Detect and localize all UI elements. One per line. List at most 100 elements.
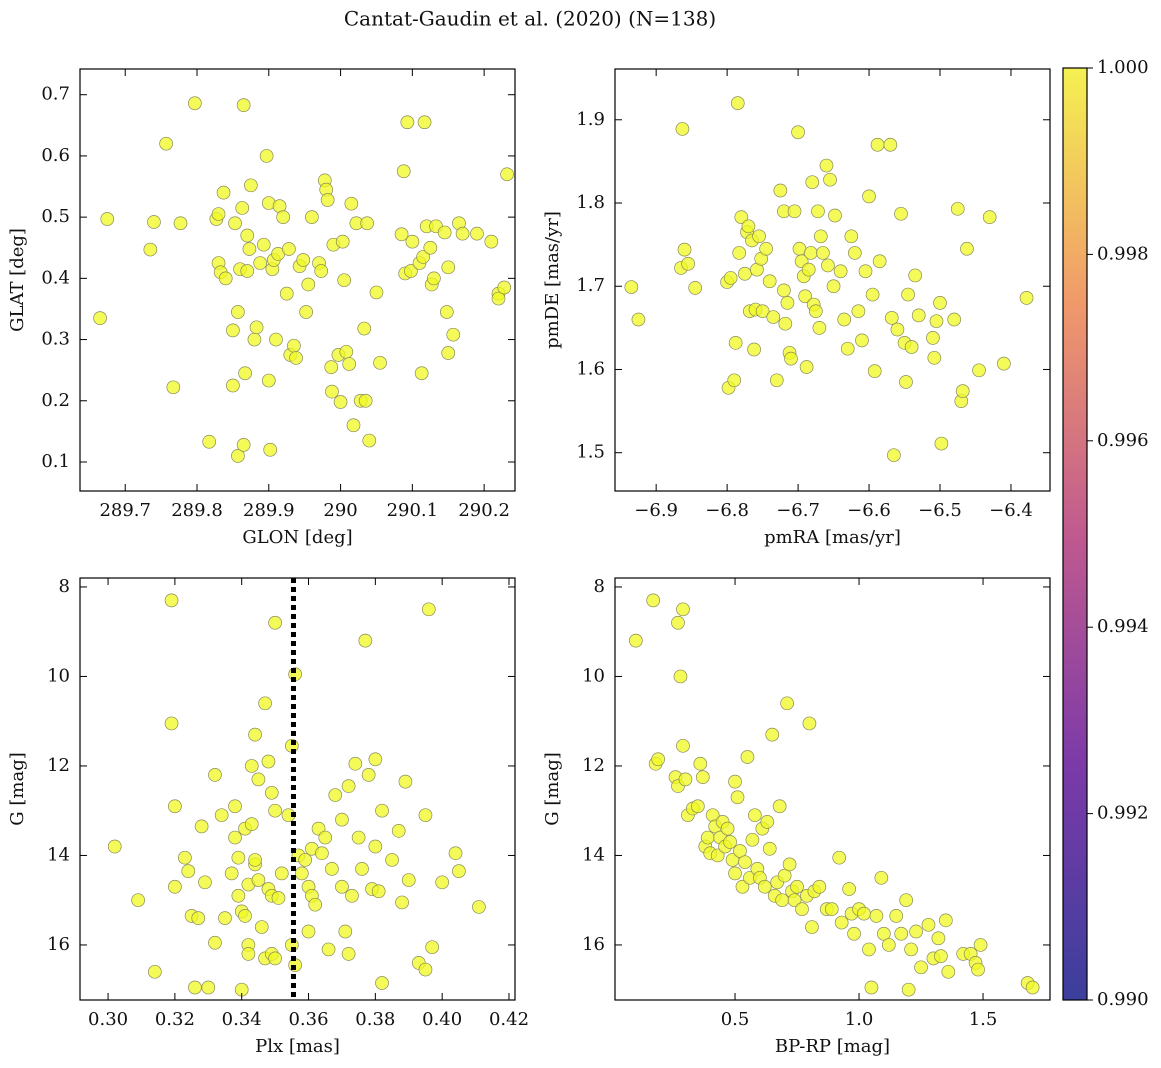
point — [894, 926, 909, 941]
point — [147, 964, 162, 979]
x-tick-label: −6.4 — [989, 500, 1033, 521]
point — [901, 982, 916, 997]
point — [772, 799, 787, 814]
point — [811, 204, 825, 219]
point — [727, 373, 742, 388]
point — [339, 344, 354, 359]
point — [795, 902, 809, 917]
point — [826, 279, 841, 294]
point — [337, 273, 352, 288]
point — [628, 633, 643, 648]
point — [671, 615, 685, 630]
point — [865, 287, 880, 302]
point — [960, 241, 974, 256]
y-tick-label: 0.6 — [41, 145, 70, 166]
point — [927, 350, 942, 365]
point — [418, 808, 433, 823]
point — [358, 633, 373, 648]
point — [775, 893, 790, 908]
point — [947, 312, 962, 327]
point — [435, 875, 450, 890]
point — [362, 433, 377, 448]
point — [676, 738, 690, 753]
colorbar-tick-label: 0.994 — [1097, 616, 1149, 637]
point — [858, 264, 873, 279]
x-tick-label: −6.8 — [705, 500, 749, 521]
point — [274, 866, 289, 881]
point — [441, 260, 456, 275]
axes-frame — [614, 577, 1051, 1001]
point — [258, 696, 272, 711]
x-tick-label: −6.5 — [918, 500, 962, 521]
point — [314, 264, 329, 278]
point — [417, 115, 432, 130]
y-tick-label: 10 — [582, 665, 605, 686]
point — [757, 879, 772, 894]
colorbar — [1062, 67, 1088, 1001]
point — [191, 911, 206, 925]
point — [335, 879, 349, 894]
y-tick-label: 10 — [47, 665, 70, 686]
point — [677, 242, 692, 257]
point — [360, 216, 374, 231]
point — [346, 418, 361, 433]
y-tick-label: 1.9 — [576, 109, 605, 130]
point — [787, 893, 802, 908]
point — [1025, 980, 1040, 995]
point — [208, 935, 222, 950]
x-tick-label: 0.30 — [88, 1009, 128, 1030]
point — [214, 808, 229, 823]
x-tick-label: 1.0 — [845, 1009, 874, 1030]
point — [421, 602, 436, 617]
point — [276, 210, 290, 224]
point — [740, 750, 755, 764]
point — [823, 172, 837, 187]
point — [904, 942, 918, 957]
point — [226, 378, 240, 393]
y-tick-label: 0.4 — [41, 267, 70, 288]
point — [251, 873, 266, 887]
point — [938, 913, 953, 928]
point — [802, 716, 817, 731]
point — [973, 938, 988, 952]
point — [202, 434, 217, 449]
point — [899, 375, 913, 389]
point — [299, 305, 313, 319]
x-tick-label: 289.7 — [99, 500, 151, 521]
point — [243, 178, 258, 193]
point — [368, 752, 383, 767]
point — [738, 266, 752, 281]
point — [929, 314, 944, 329]
point — [231, 449, 245, 463]
point — [681, 256, 695, 271]
point — [168, 799, 182, 814]
point — [241, 947, 256, 961]
point — [248, 727, 262, 742]
point — [131, 893, 145, 908]
point — [263, 442, 278, 457]
point — [869, 909, 884, 923]
point — [268, 803, 282, 818]
point — [159, 136, 173, 151]
point — [240, 264, 255, 278]
y-tick-label: 16 — [582, 934, 605, 955]
point — [472, 900, 486, 914]
point — [837, 312, 852, 327]
point — [805, 920, 819, 934]
axes-frame — [614, 68, 1051, 492]
point — [395, 895, 409, 910]
point — [298, 853, 313, 867]
point — [765, 727, 780, 742]
point — [780, 296, 795, 310]
point — [301, 277, 316, 292]
y-tick-label: 8 — [594, 576, 605, 597]
point — [982, 210, 997, 225]
x-tick-label: 290 — [323, 500, 357, 521]
point — [710, 848, 725, 863]
point — [325, 862, 339, 876]
y-tick-label: 1.5 — [576, 442, 605, 463]
point — [333, 395, 348, 409]
point — [862, 942, 876, 957]
y-tick-label: 8 — [59, 576, 70, 597]
